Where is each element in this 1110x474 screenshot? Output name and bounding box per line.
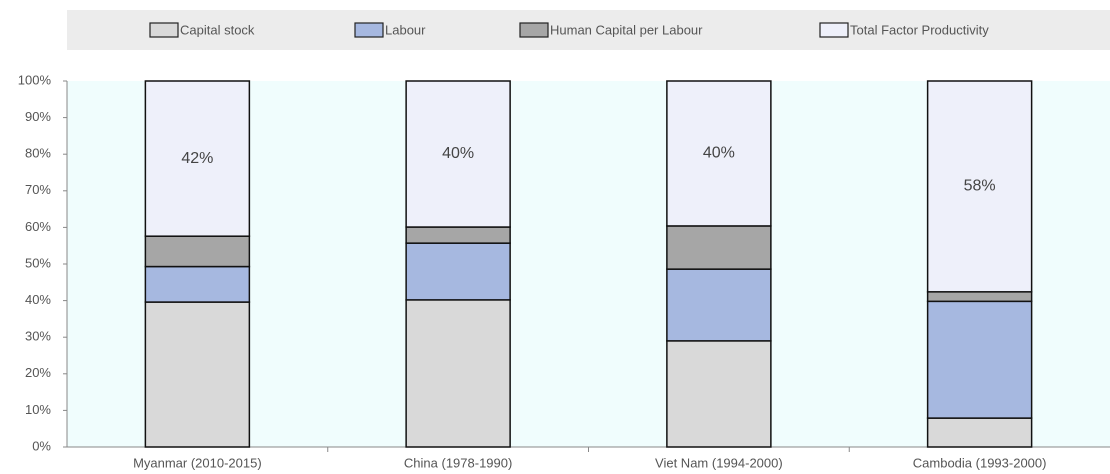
value-label: 40% [703,145,735,162]
bar-segment [405,299,511,448]
bar-segment [666,268,772,342]
y-tick-label: 60% [25,219,51,234]
y-tick-label: 0% [32,438,51,453]
legend-label: Labour [385,22,426,37]
y-tick-label: 70% [25,182,51,197]
x-tick-label: Cambodia (1993-2000) [913,455,1047,470]
bar-segment [926,80,1033,293]
legend-label: Capital stock [180,22,255,37]
bar-segment [405,226,511,244]
y-tick-label: 80% [25,146,51,161]
y-tick-label: 90% [25,109,51,124]
value-label: 58% [964,178,996,195]
x-tick-label: Myanmar (2010-2015) [133,455,262,470]
y-tick-label: 50% [25,255,51,270]
bar-segment [144,265,251,303]
legend-swatch [149,22,179,38]
legend-swatch [354,22,384,38]
bar-segment [926,291,1033,303]
y-tick-label: 30% [25,329,51,344]
y-tick-label: 40% [25,292,51,307]
x-tick-label: China (1978-1990) [404,455,512,470]
y-tick-label: 100% [18,72,52,87]
bar-segment [926,300,1033,419]
bar-segment [666,340,772,448]
y-tick-label: 20% [25,365,51,380]
x-tick-label: Viet Nam (1994-2000) [655,455,783,470]
value-label: 42% [181,150,213,167]
legend-swatch [519,22,549,38]
legend-background [67,10,1110,50]
bar-segment [144,80,251,237]
bar-segment [405,80,511,228]
y-tick-label: 10% [25,402,51,417]
bar-segment [144,301,251,448]
legend-swatch [819,22,849,38]
legend-label: Total Factor Productivity [850,22,989,37]
bar-segment [926,417,1033,448]
bar-segment [666,80,772,227]
bar-segment [666,225,772,270]
bar-segment [405,242,511,301]
bar-segment [144,235,251,268]
value-label: 40% [442,145,474,162]
legend-label: Human Capital per Labour [550,22,703,37]
